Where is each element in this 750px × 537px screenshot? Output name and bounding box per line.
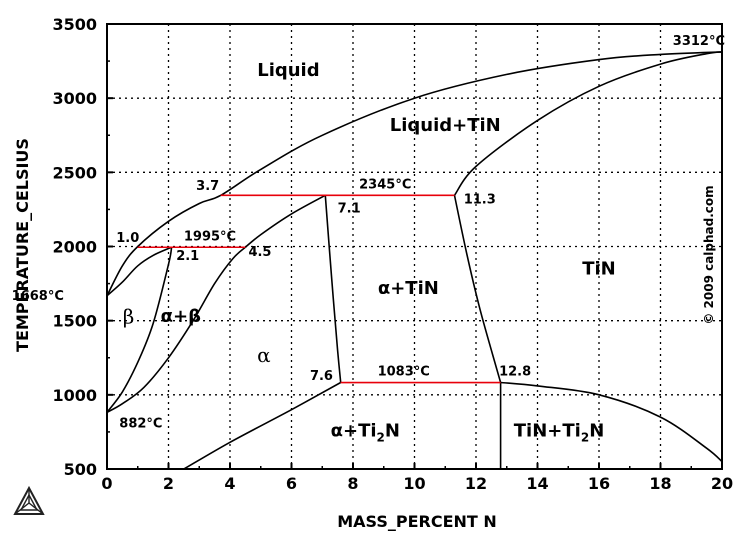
boundary-beta-solidus [106, 246, 172, 297]
annotations: 3312°C 2345°C 3.7 7.1 11.3 1.0 1995°C 2.1 4.5 166… [12, 34, 725, 445]
x-tick-label: 12 [465, 474, 487, 493]
region-label: Liquid+TiN [390, 115, 501, 136]
x-tick-label: 10 [403, 474, 425, 493]
boundary-alpha-tin-left [324, 195, 342, 383]
region-label: Liquid [257, 60, 319, 81]
annotation-label: 4.5 [248, 245, 271, 260]
y-tick-label: 2500 [52, 163, 97, 182]
invariant-lines [137, 194, 501, 384]
copyright-text: © 2009 calphad.com [702, 185, 716, 324]
x-tick-label: 18 [649, 474, 671, 493]
region-label: α+Ti2N [331, 420, 400, 444]
y-tick-label: 500 [64, 460, 97, 479]
y-tick-label: 1500 [52, 312, 97, 331]
axis-ticks: 0 2 4 6 8 10 12 14 16 18 20 500 1000 1500 2000 2500 3000… [52, 15, 733, 493]
region-label: α [257, 343, 271, 367]
annotation-label: 1995°C [184, 230, 236, 245]
annotation-label: 12.8 [499, 365, 531, 380]
boundary-liquidus [106, 51, 723, 297]
x-tick-label: 20 [711, 474, 733, 493]
x-tick-label: 2 [163, 474, 174, 493]
y-tick-label: 3000 [52, 89, 97, 108]
x-axis-label: MASS_PERCENT N [337, 512, 497, 531]
annotation-label: 2.1 [176, 249, 199, 264]
x-tick-label: 4 [224, 474, 235, 493]
annotation-label: 882°C [119, 416, 162, 431]
annotation-label: 2345°C [359, 178, 411, 193]
annotation-label: 7.1 [338, 201, 361, 216]
x-tick-label: 0 [101, 474, 112, 493]
y-tick-label: 2000 [52, 238, 97, 257]
region-label: TiN+Ti2N [514, 420, 604, 444]
boundary-alpha-beta [106, 246, 246, 414]
region-label: TiN [582, 259, 616, 280]
boundary-liquid-tin [453, 51, 723, 196]
phase-boundaries [106, 51, 723, 470]
boundary-beta-transus [106, 247, 173, 413]
boundary-tin-ti2n-right [500, 381, 723, 463]
y-axis-label: TEMPERATURE_CELSIUS [13, 138, 32, 352]
annotation-label: 11.3 [464, 192, 496, 207]
y-tick-label: 1000 [52, 386, 97, 405]
annotation-label: 7.6 [310, 369, 333, 384]
y-tick-label: 3500 [52, 15, 97, 34]
annotation-label: 1.0 [116, 231, 139, 246]
boundary-tin-left [453, 195, 502, 383]
region-label: β [123, 305, 135, 329]
annotation-label: 3.7 [196, 179, 219, 194]
x-tick-label: 6 [286, 474, 297, 493]
annotation-label: 3312°C [673, 34, 725, 49]
boundary-alpha-ti2n [183, 381, 342, 470]
annotation-label: 1083°C [378, 365, 430, 380]
x-tick-label: 8 [347, 474, 358, 493]
boundary-alpha-solidus [244, 194, 326, 248]
x-tick-label: 14 [526, 474, 548, 493]
annotation-label: 1668°C [12, 289, 64, 304]
x-tick-label: 16 [588, 474, 610, 493]
region-label: α+β [161, 306, 201, 327]
region-label: α+TiN [378, 278, 439, 299]
thermo-calc-logo-icon [13, 485, 45, 515]
